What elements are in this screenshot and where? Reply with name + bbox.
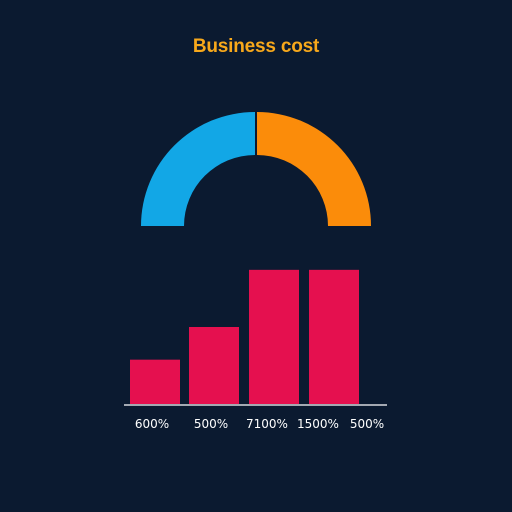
gauge-slice-2: [257, 112, 371, 226]
bar-3: [249, 269, 299, 404]
x-tick-label: 1500%: [297, 417, 339, 431]
x-tick-label: 7100%: [246, 417, 288, 431]
chart-title: Business cost: [192, 36, 320, 57]
x-tick-label: 500%: [350, 417, 384, 431]
bar-1: [130, 359, 180, 404]
bar-4: [309, 269, 359, 404]
bar-2: [189, 327, 239, 404]
x-tick-labels: 600% 500% 7100% 1500% 500%: [135, 417, 384, 431]
x-tick-label: 600%: [135, 417, 169, 431]
x-tick-label: 500%: [194, 417, 228, 431]
gauge-slice-1: [141, 112, 255, 226]
bar-chart: [130, 269, 359, 404]
half-donut-gauge: [141, 112, 371, 226]
